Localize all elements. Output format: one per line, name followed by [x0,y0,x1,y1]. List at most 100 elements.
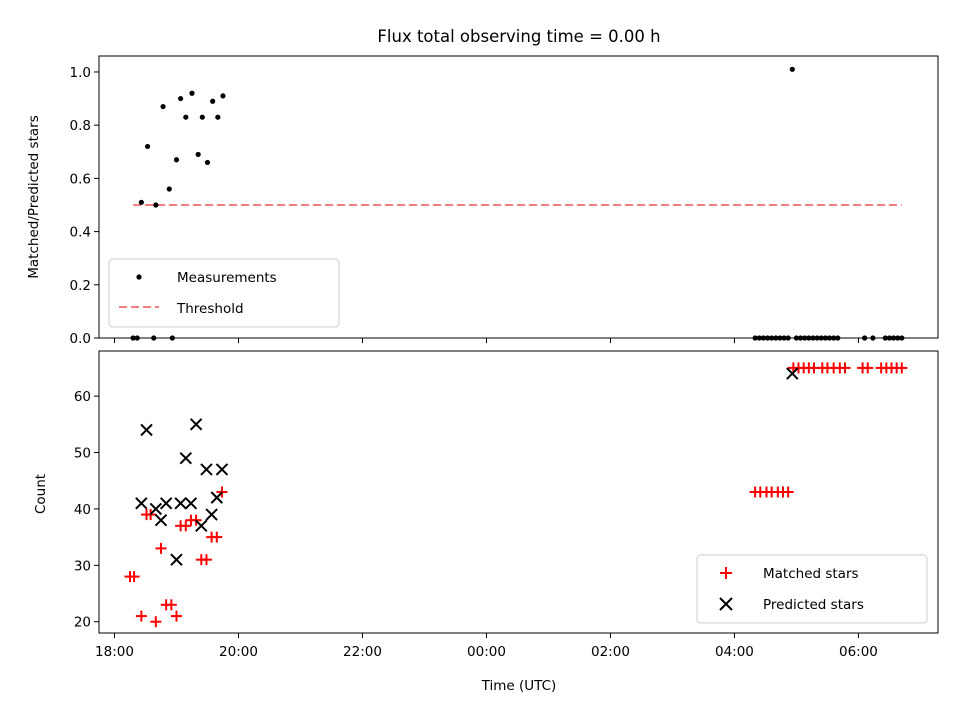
predicted-star-point [210,491,223,504]
matched-star-point [211,531,223,543]
x-tick-label: 20:00 [219,644,258,660]
predicted-star-point [205,508,218,521]
measurements-legend-label: Measurements [177,270,277,286]
bottom-x-axis-label: Time (UTC) [481,678,557,694]
predicted-star-point [215,463,229,476]
y-tick-label: 0.6 [70,171,91,187]
bottom-panel: Count Time (UTC) 20 30 40 50 60 18:00 20:00 22… [33,350,939,694]
x-stroke-2 [174,497,187,510]
predicted-star-point [174,497,187,510]
y-tick-label: 30 [74,558,91,574]
predicted-star-point [154,513,168,527]
predicted-star-point [195,519,208,533]
measurement-point [199,114,205,120]
measurement-point [173,157,180,163]
y-tick-label: 50 [74,446,91,462]
predicted-stars-series [135,367,799,566]
matched-star-point [128,571,140,583]
y-tick-label: 20 [74,615,91,631]
top-y-axis-label: Matched/Predicted stars [26,115,42,278]
predicted-star-point [184,497,198,510]
x-stroke-2 [786,367,799,380]
x-stroke-2 [179,451,193,465]
x-stroke-2 [210,491,223,504]
bottom-y-ticks: 20 30 40 50 60 [74,389,99,631]
threshold-legend-label: Threshold [176,301,244,317]
measurement-point [215,114,221,120]
x-stroke-2 [184,497,198,510]
y-tick-label: 40 [74,502,91,518]
matched-star-point [150,616,162,628]
matched-star-point [896,362,908,374]
top-x-ticks [113,338,859,343]
matched-stars-legend-label: Matched stars [763,566,859,582]
predicted-star-point [135,497,148,510]
bottom-y-axis-label: Count [33,474,49,514]
x-stroke-2 [205,508,218,521]
matched-star-point [839,362,851,374]
y-tick-label: 0.8 [70,118,91,134]
measurement-point [210,98,216,104]
matched-star-point [200,554,212,566]
y-tick-label: 0.4 [70,225,91,241]
x-tick-label: 00:00 [467,644,506,660]
y-tick-label: 0.0 [70,331,91,347]
measurement-point [153,202,159,208]
matched-star-point [165,599,177,611]
predicted-stars-legend-label: Predicted stars [763,597,864,613]
measurement-point [183,114,189,120]
top-axes-frame [98,55,939,339]
top-chart-title: Flux total observing time = 0.00 h [377,27,660,46]
measurement-point [166,186,172,192]
matched-star-point [170,610,182,622]
y-tick-label: 0.2 [70,278,91,294]
x-tick-label: 18:00 [95,644,134,660]
predicted-star-point [149,502,163,516]
measurement-point [144,143,151,150]
x-stroke-2 [195,519,208,533]
top-y-ticks: 0.0 0.2 0.4 0.6 0.8 1.0 [70,65,99,347]
y-tick-label: 60 [74,389,91,405]
x-tick-label: 04:00 [715,644,754,660]
x-stroke-2 [149,502,163,516]
x-stroke-2 [159,497,173,510]
matched-star-point [135,610,147,622]
x-stroke-2 [189,418,203,431]
y-tick-label: 1.0 [70,65,91,81]
matched-star-point [782,486,794,498]
x-stroke-2 [215,463,229,476]
matched-stars-series [124,362,908,628]
predicted-star-point [140,423,153,437]
x-tick-label: 02:00 [591,644,630,660]
x-stroke-2 [200,463,213,476]
predicted-star-point [179,451,193,465]
matched-star-point [862,362,874,374]
measurements-legend-marker [136,274,142,280]
x-stroke-2 [140,423,153,437]
matched-stars-legend-marker [720,567,732,579]
predicted-star-point [786,367,799,380]
measurement-point [220,93,226,99]
measurement-point [204,159,211,166]
predicted-stars-legend-marker [719,597,733,611]
top-panel: Flux total observing time = 0.00 h Match… [26,27,939,347]
measurement-point [195,151,201,158]
x-tick-label: 06:00 [839,644,878,660]
x-stroke-2 [135,497,148,510]
measurement-point [160,103,166,110]
measurement-point [189,90,195,96]
top-legend: Measurements Threshold [108,258,340,328]
measurement-point [138,199,144,205]
x-tick-label: 22:00 [343,644,382,660]
bottom-legend-box [696,554,928,624]
bottom-legend: Matched stars Predicted stars [696,554,928,624]
predicted-star-point [170,553,183,566]
x-stroke-2 [154,513,168,527]
matched-star-point [180,520,192,532]
x-stroke-2 [170,553,183,566]
predicted-star-point [189,418,203,431]
predicted-star-point [200,463,213,476]
matched-star-point [155,542,167,554]
measurement-point [178,95,184,102]
